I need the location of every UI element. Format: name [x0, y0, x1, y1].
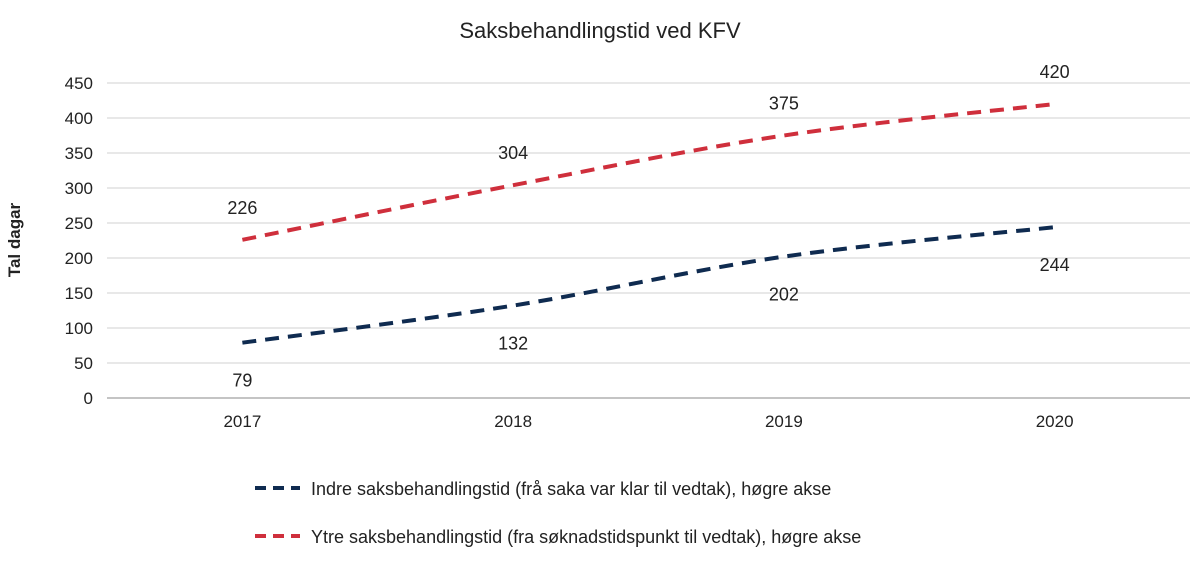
data-label: 304 — [498, 143, 528, 163]
legend-label-2: Ytre saksbehandlingstid (fra søknadstids… — [311, 527, 861, 547]
series-line-1 — [242, 225, 1055, 345]
y-tick-label: 450 — [65, 74, 93, 93]
y-tick-label: 250 — [65, 214, 93, 233]
y-tick-label: 0 — [84, 389, 93, 408]
y-tick-label: 400 — [65, 109, 93, 128]
y-tick-label: 100 — [65, 319, 93, 338]
data-label: 420 — [1040, 62, 1070, 82]
data-label: 226 — [227, 198, 257, 218]
data-label: 244 — [1040, 255, 1070, 275]
x-tick-label: 2020 — [1036, 412, 1074, 431]
y-axis-label: Tal dagar — [5, 202, 24, 277]
legend-label-1: Indre saksbehandlingstid (frå saka var k… — [311, 479, 831, 499]
x-tick-label: 2018 — [494, 412, 532, 431]
chart-title: Saksbehandlingstid ved KFV — [459, 18, 741, 43]
data-label: 79 — [232, 371, 252, 391]
series-line-2 — [241, 102, 1055, 242]
data-label: 132 — [498, 334, 528, 354]
x-tick-label: 2017 — [223, 412, 261, 431]
x-tick-label: 2019 — [765, 412, 803, 431]
data-label: 375 — [769, 94, 799, 114]
y-tick-label: 200 — [65, 249, 93, 268]
y-tick-label: 50 — [74, 354, 93, 373]
y-tick-label: 350 — [65, 144, 93, 163]
data-label: 202 — [769, 285, 799, 305]
y-tick-label: 300 — [65, 179, 93, 198]
y-tick-label: 150 — [65, 284, 93, 303]
